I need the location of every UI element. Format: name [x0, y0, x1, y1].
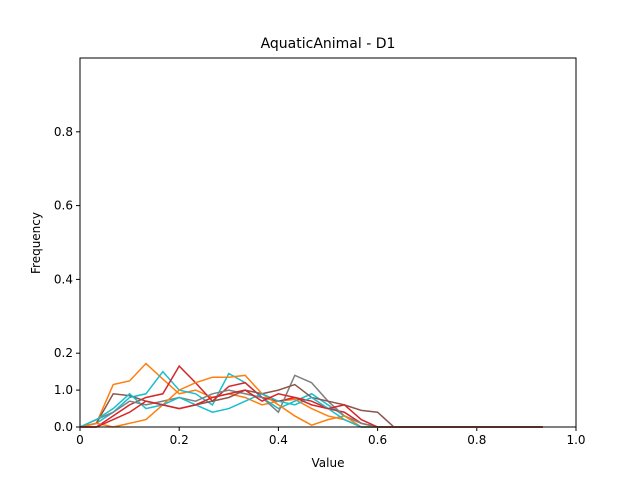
y-tick-label: 0.8: [54, 125, 73, 139]
plot-frame: [79, 57, 577, 428]
x-axis-label: Value: [312, 456, 345, 470]
chart-title: AquaticAnimal - D1: [261, 36, 396, 52]
y-tick-label: 0.6: [54, 199, 73, 213]
x-tick-label: 0: [76, 433, 84, 447]
x-tick-label: 0.4: [269, 433, 288, 447]
x-tick-label: 1.0: [566, 433, 585, 447]
x-tick-label: 0.2: [170, 433, 189, 447]
x-tick-label: 0.6: [368, 433, 387, 447]
y-tick-label: 0.4: [54, 272, 73, 286]
y-tick-label: 1.0: [54, 383, 73, 397]
y-axis-label: Frequency: [29, 212, 43, 274]
y-tick-label: 0.0: [54, 420, 73, 434]
x-tick-label: 0.8: [467, 433, 486, 447]
y-tick-label: 0.2: [54, 346, 73, 360]
